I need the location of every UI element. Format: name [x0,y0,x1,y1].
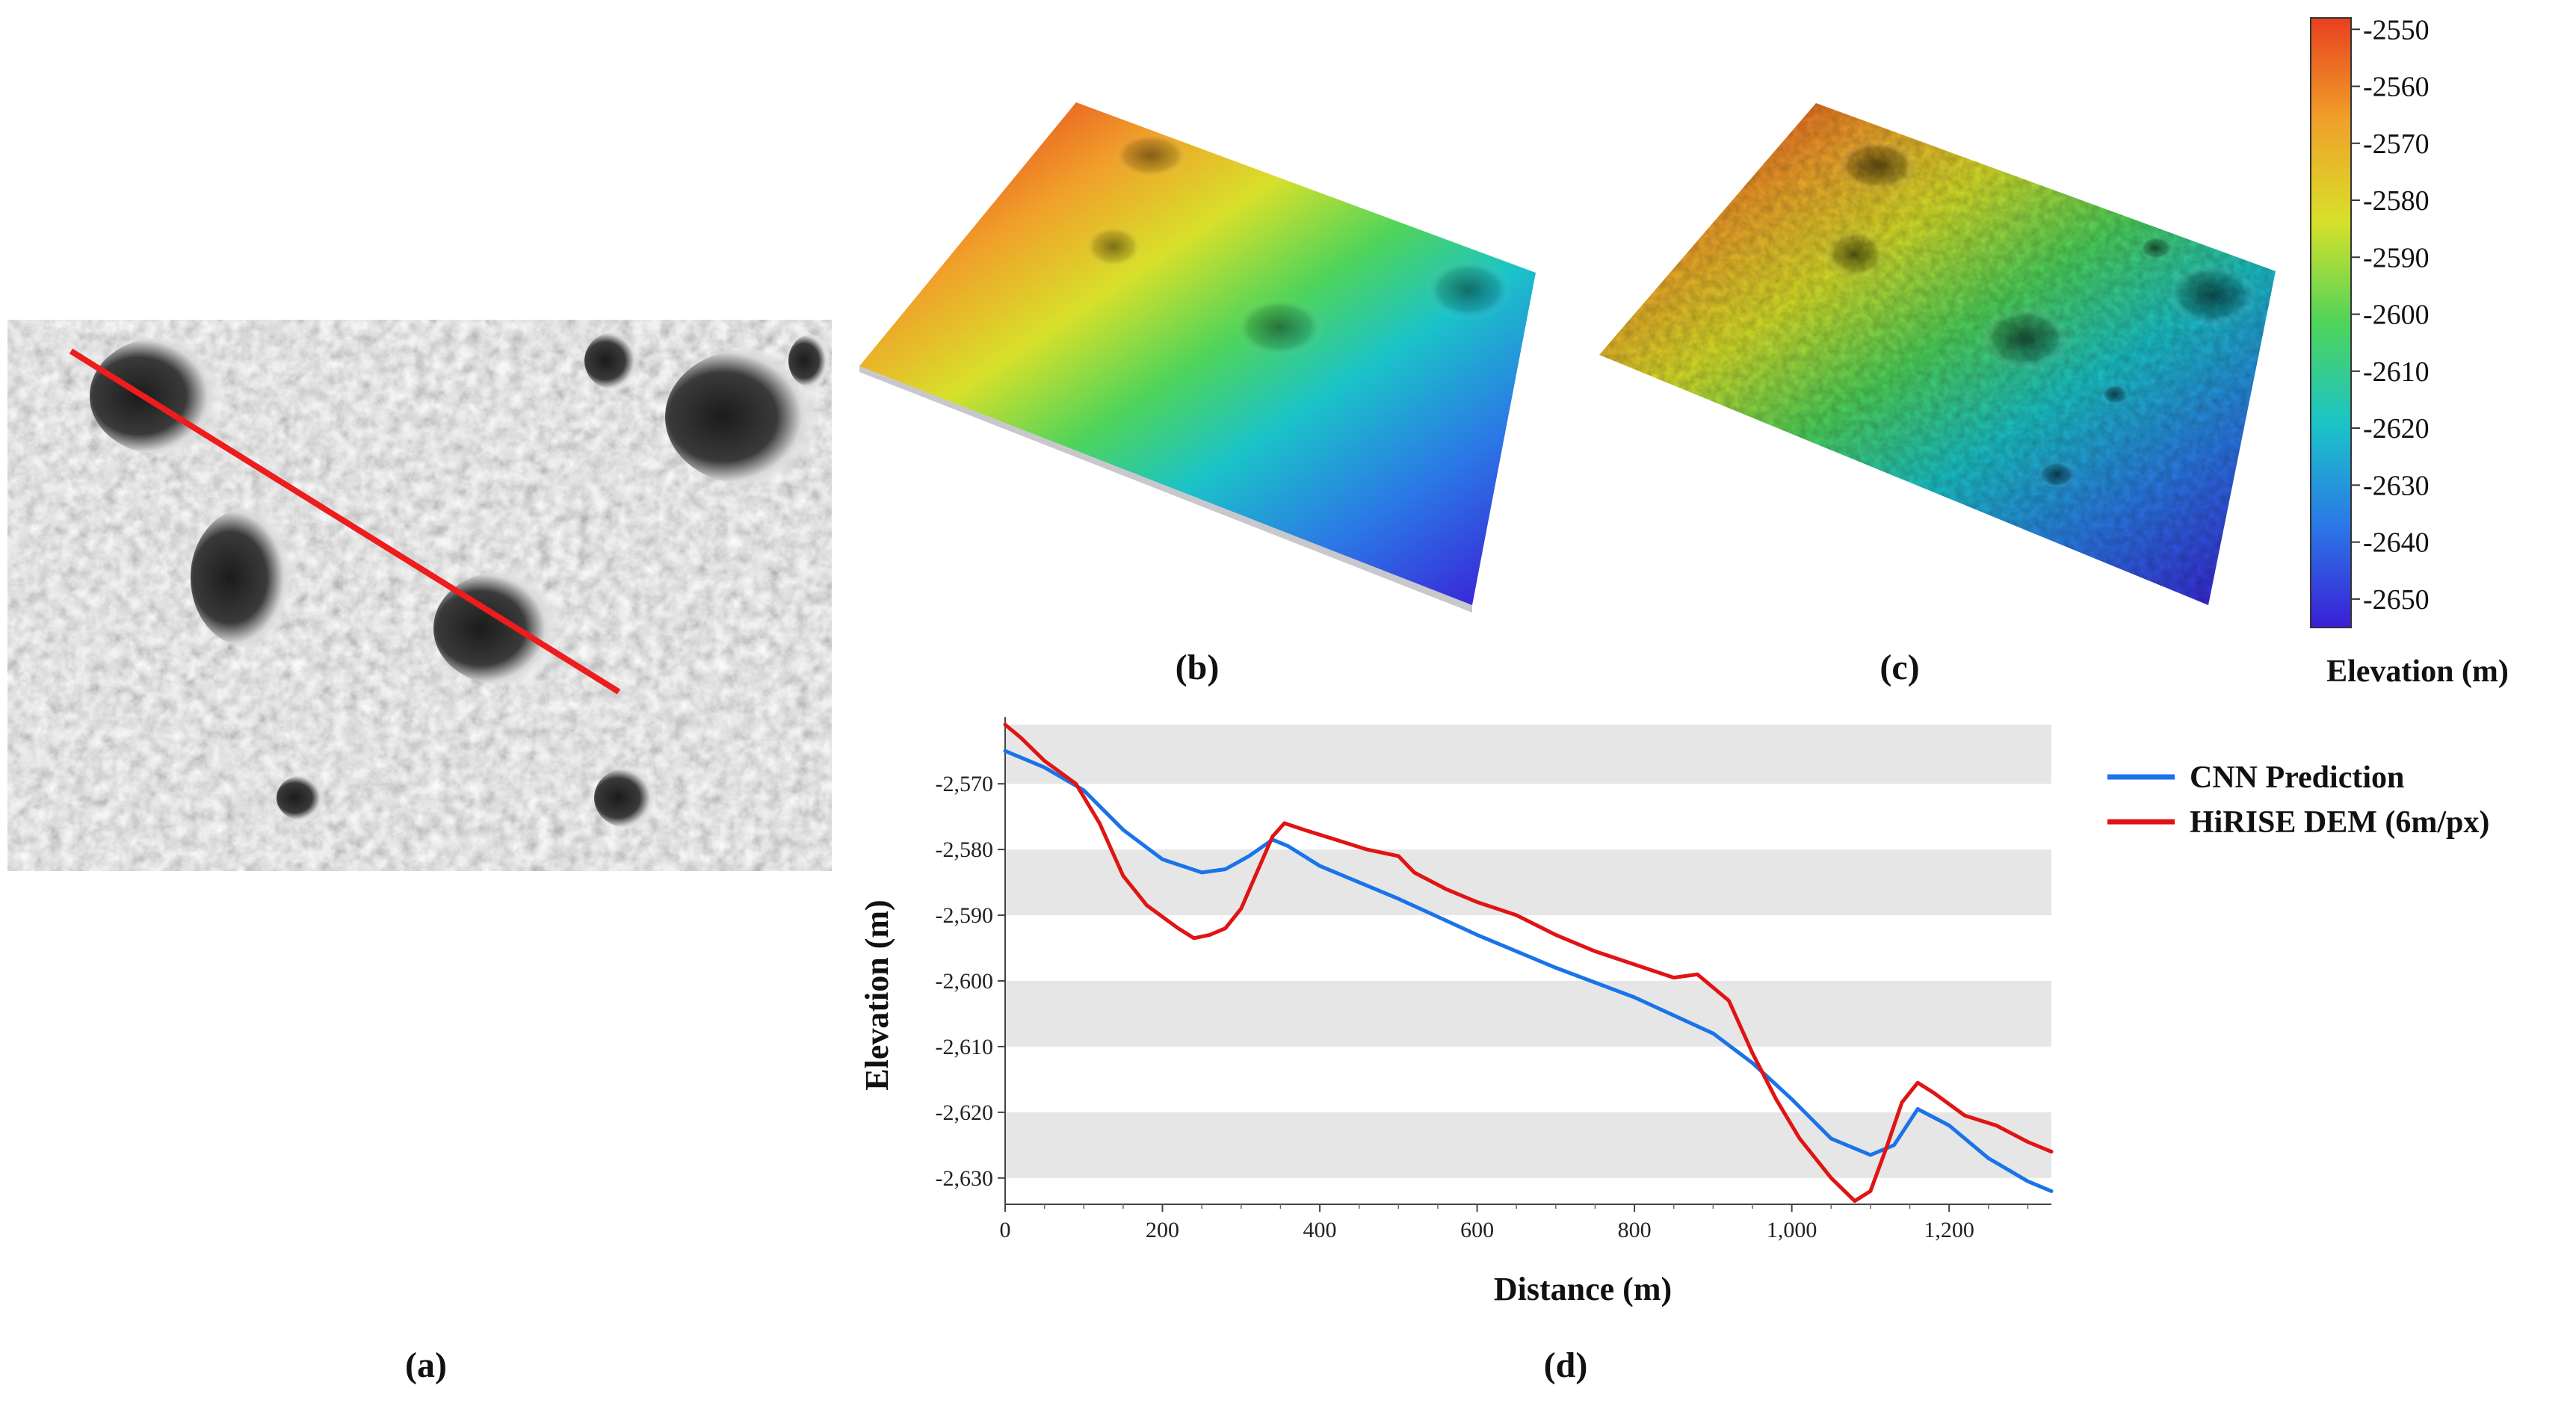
y-axis-label: Elevation (m) [859,899,895,1090]
y-tick-label: -2,580 [936,837,994,862]
y-tick-label: -2,610 [936,1035,994,1059]
grid-band [1005,725,2051,784]
colorbar-tick-label: -2550 [2363,14,2430,46]
caption-b: (b) [1175,648,1220,687]
caption-a: (a) [405,1345,447,1385]
x-axis-label: Distance (m) [1494,1271,1672,1307]
x-tick-label: 1,200 [1924,1218,1974,1242]
x-axis-ticks: 0 200 400 600 800 1,000 1,200 [1000,1204,2029,1242]
grid-band [1005,849,2051,916]
y-tick-label: -2,600 [936,969,994,994]
crater-markings [90,332,832,828]
grid-band [1005,1112,2051,1178]
colorbar-tick-label: -2560 [2363,72,2430,103]
hirise-dem-3d-panel [1599,103,2276,605]
y-tick-label: -2,620 [936,1100,994,1125]
plot-series [1003,722,2054,1204]
x-tick-label: 800 [1618,1218,1652,1242]
cnn-dem-3d-panel [859,102,1536,613]
legend-label: CNN Prediction [2190,761,2404,795]
colorbar-tick-label: -2570 [2363,128,2430,160]
elevation-colorbar: -2550 -2560 -2570 -2580 -2590 -2600 -2610 -2620… [2310,14,2509,689]
y-tick-label: -2,590 [936,903,994,928]
y-tick-label: -2,630 [936,1166,994,1191]
series-line-hirise-dem [1003,722,2054,1204]
caption-c: (c) [1880,648,1920,687]
chart-legend: CNN Prediction HiRISE DEM (6m/px) [2107,761,2489,840]
caption-d: (d) [1543,1345,1588,1385]
legend-label: HiRISE DEM (6m/px) [2190,805,2489,840]
x-tick-label: 0 [1000,1218,1011,1242]
colorbar-tick-label: -2630 [2363,470,2430,501]
colorbar-tick-label: -2590 [2363,242,2430,273]
colorbar-tick-label: -2610 [2363,356,2430,388]
colorbar-gradient [2310,17,2352,628]
y-tick-label: -2,570 [936,772,994,796]
x-tick-label: 1,000 [1767,1218,1817,1242]
cnn-dem-surface [859,102,1536,605]
grid-band [1005,980,2051,1047]
colorbar-tick-label: -2600 [2363,300,2430,331]
x-tick-label: 600 [1460,1218,1494,1242]
x-tick-label: 200 [1146,1218,1179,1242]
colorbar-title: Elevation (m) [2326,654,2509,689]
colorbar-tick-label: -2580 [2363,185,2430,217]
colorbar-tick-label: -2650 [2363,584,2430,616]
x-tick-label: 400 [1303,1218,1337,1242]
y-axis-ticks: -2,570 -2,580 -2,590 -2,600 -2,610 -2,620 -2,6… [936,772,1005,1191]
series-line-cnn-prediction [1003,749,2054,1193]
colorbar-tick-label: -2620 [2363,413,2430,445]
grid-bands [1005,725,2051,1178]
elevation-profile-chart: 0 200 400 600 800 1,000 1,200 -2,570-2,580-2,5… [859,717,2489,1307]
profile-line [69,348,621,695]
colorbar-ticks: -2550 -2560 -2570 -2580 -2590 -2600 -2610 -2620… [2351,14,2430,616]
orthoimage-panel [7,320,832,871]
plot-axes [1004,717,2051,1205]
colorbar-tick-label: -2640 [2363,527,2430,559]
